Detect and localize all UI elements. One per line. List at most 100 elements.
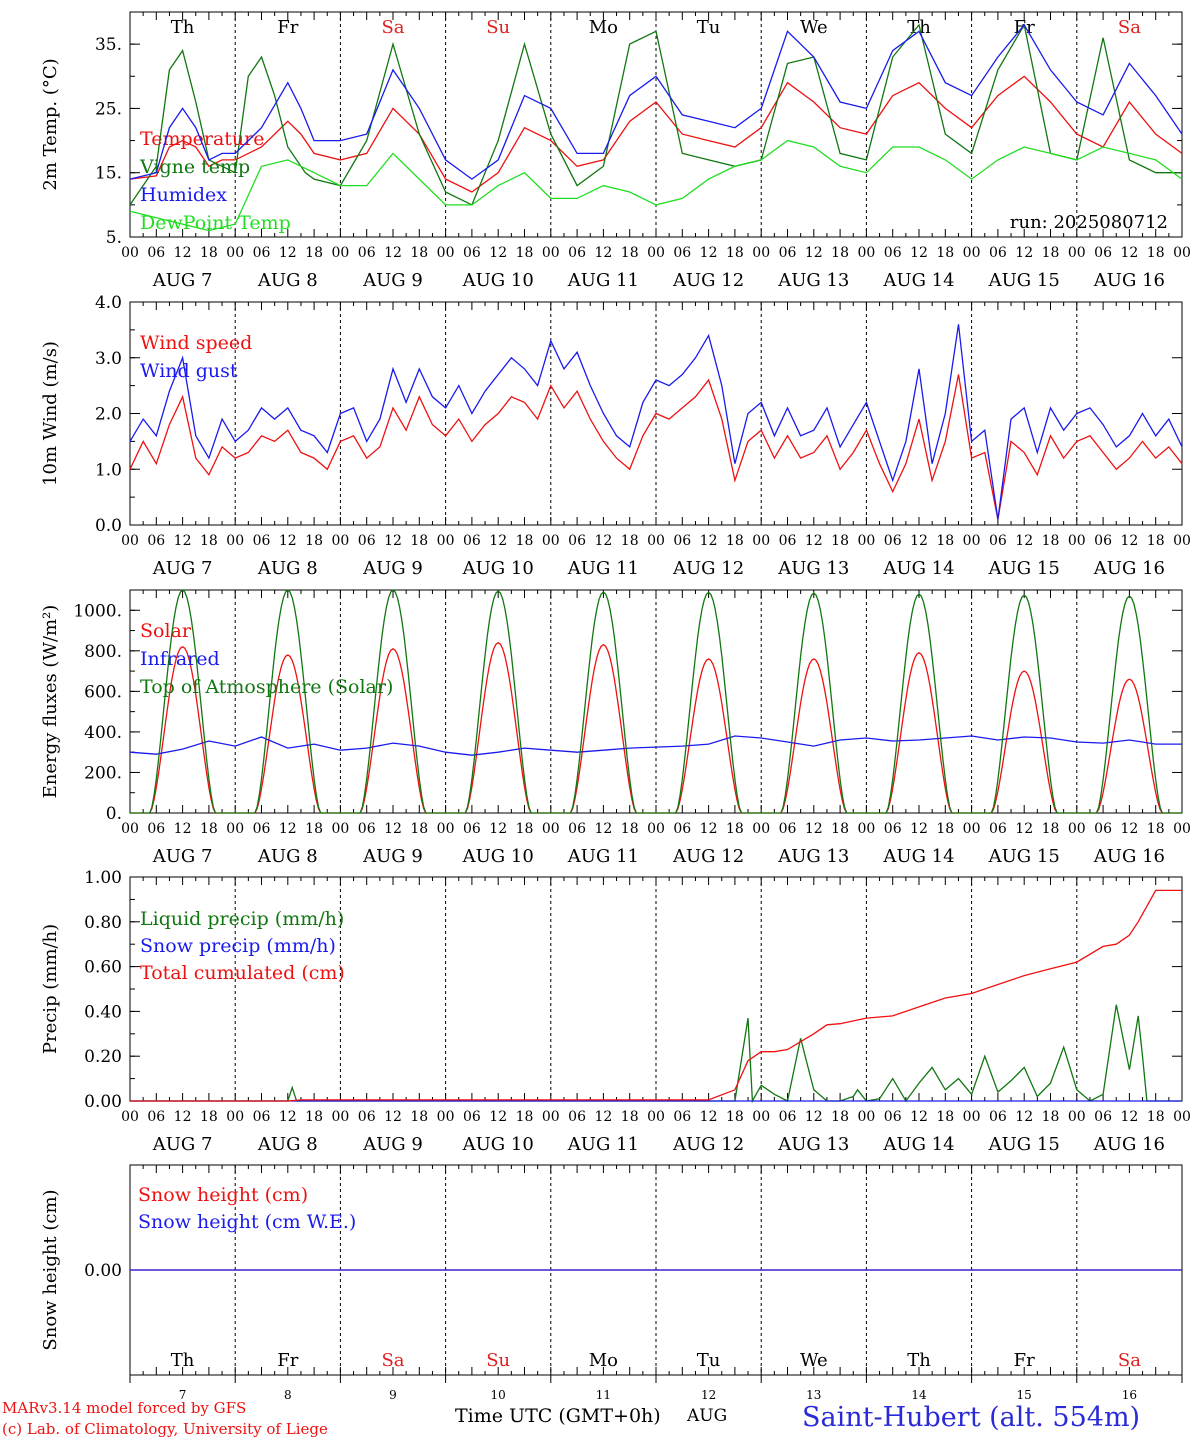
hour-label: 06 (147, 821, 165, 837)
hour-label: 18 (936, 1109, 954, 1125)
hour-label: 00 (857, 245, 875, 261)
date-label: AUG 11 (567, 270, 639, 291)
hour-label: 06 (253, 533, 271, 549)
hour-label: 18 (410, 1109, 428, 1125)
legend-entry: Snow height (cm) (138, 1184, 308, 1206)
y-tick-label: 0.80 (84, 913, 122, 933)
x-axis-month: AUG (687, 1406, 728, 1426)
hour-label: 12 (279, 533, 297, 549)
weekday-label: Su (486, 1350, 510, 1371)
hour-label: 00 (437, 1109, 455, 1125)
hour-label: 06 (463, 245, 481, 261)
hour-label: 18 (726, 821, 744, 837)
hour-label: 00 (331, 533, 349, 549)
date-label: AUG 14 (882, 270, 954, 291)
series-line (130, 589, 1182, 814)
hour-label: 06 (673, 533, 691, 549)
date-label: AUG 7 (152, 270, 213, 291)
hour-label: 00 (542, 533, 560, 549)
day-number-label: 9 (389, 1388, 397, 1402)
hour-label: 06 (884, 821, 902, 837)
date-label: AUG 15 (988, 846, 1060, 867)
copyright-credit: (c) Lab. of Climatology, University of L… (2, 1420, 328, 1438)
y-axis-label: 10m Wind (m/s) (40, 341, 61, 486)
hour-label: 06 (358, 1109, 376, 1125)
model-credit: MARv3.14 model forced by GFS (2, 1399, 247, 1417)
date-label: AUG 11 (567, 846, 639, 867)
hour-label: 18 (621, 533, 639, 549)
hour-label: 12 (279, 245, 297, 261)
y-axis-label: Snow height (cm) (40, 1189, 61, 1350)
hour-label: 00 (226, 821, 244, 837)
hour-label: 06 (463, 533, 481, 549)
run-label: run: 2025080712 (1010, 212, 1168, 233)
hour-label: 12 (1015, 245, 1033, 261)
date-label: AUG 14 (882, 846, 954, 867)
hour-label: 06 (989, 1109, 1007, 1125)
hour-label: 18 (1042, 245, 1060, 261)
plot-frame (129, 11, 1183, 238)
hour-label: 18 (200, 533, 218, 549)
date-label: AUG 12 (672, 1134, 744, 1155)
hour-label: 12 (700, 245, 718, 261)
legend-entry: Humidex (140, 184, 227, 206)
hour-label: 00 (963, 533, 981, 549)
hour-label: 00 (963, 1109, 981, 1125)
hour-label: 00 (1068, 1109, 1086, 1125)
y-tick-label: 1.0 (95, 460, 122, 480)
y-tick-label: 0. (106, 804, 122, 824)
legend-entry: Top of Atmosphere (Solar) (140, 676, 393, 698)
hour-label: 12 (384, 1109, 402, 1125)
y-tick-label: 0.00 (84, 1261, 122, 1281)
date-label: AUG 13 (777, 1134, 849, 1155)
hour-label: 00 (1068, 245, 1086, 261)
hour-label: 00 (437, 821, 455, 837)
y-tick-label: 0.20 (84, 1047, 122, 1067)
hour-label: 12 (700, 533, 718, 549)
hour-label: 00 (647, 533, 665, 549)
day-number-label: 8 (284, 1388, 292, 1402)
y-tick-label: 600. (84, 682, 122, 702)
panel-3: 0. 200. 400. 600. 800. 1000. Energy fluxes (W/… (40, 589, 1191, 867)
day-number-label: 16 (1122, 1388, 1137, 1402)
date-label: AUG 9 (362, 1134, 423, 1155)
hour-label: 12 (594, 821, 612, 837)
date-label: AUG 10 (462, 558, 534, 579)
date-label: AUG 10 (462, 270, 534, 291)
date-label: AUG 8 (257, 270, 318, 291)
hour-label: 06 (463, 821, 481, 837)
date-label: AUG 11 (567, 1134, 639, 1155)
y-tick-label: 200. (84, 763, 122, 783)
series-line (129, 75, 1183, 193)
hour-label: 18 (305, 1109, 323, 1125)
date-label: AUG 10 (462, 1134, 534, 1155)
date-label: AUG 7 (152, 1134, 213, 1155)
date-label: AUG 9 (362, 558, 423, 579)
hour-label: 12 (279, 821, 297, 837)
y-tick-label: 5. (106, 228, 122, 248)
panel-1: 5.15.25.35.2m Temp. (°C)Th Fr Sa Su Mo Tu We Th… (40, 11, 1191, 291)
y-tick-label: 25. (95, 99, 122, 119)
hour-label: 12 (279, 1109, 297, 1125)
hour-label: 18 (1042, 821, 1060, 837)
hour-label: 06 (147, 1109, 165, 1125)
x-axis-label: Time UTC (GMT+0h) (455, 1405, 661, 1427)
y-tick-label: 400. (84, 723, 122, 743)
date-label: AUG 15 (988, 558, 1060, 579)
hour-label: 18 (936, 821, 954, 837)
hour-label: 00 (226, 1109, 244, 1125)
hour-label: 00 (437, 533, 455, 549)
hour-label: 06 (989, 821, 1007, 837)
hour-label: 06 (779, 533, 797, 549)
hour-label: 06 (1094, 533, 1112, 549)
day-number-label: 15 (1017, 1388, 1032, 1402)
hour-label: 06 (253, 821, 271, 837)
series-line (130, 1004, 1182, 1104)
hour-label: 06 (989, 533, 1007, 549)
hour-label: 00 (1173, 821, 1191, 837)
hour-label: 12 (700, 1109, 718, 1125)
hour-label: 12 (910, 821, 928, 837)
hour-label: 00 (542, 1109, 560, 1125)
hour-label: 06 (358, 533, 376, 549)
series-line (129, 374, 1183, 520)
